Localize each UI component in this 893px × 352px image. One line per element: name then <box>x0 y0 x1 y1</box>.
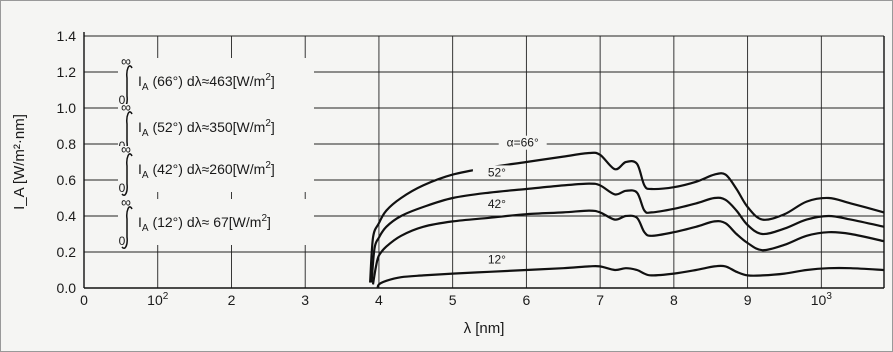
x-tick-label: 9 <box>744 292 752 308</box>
y-axis-label: I_A [W/m²·nm] <box>11 114 28 210</box>
series-label: 52° <box>488 165 506 179</box>
series-label: α=66° <box>507 136 539 150</box>
x-tick-label: 4 <box>375 292 383 308</box>
x-tick-label: 7 <box>596 292 604 308</box>
annotation-bg <box>118 58 314 104</box>
y-tick-label: 1.4 <box>57 28 77 44</box>
series-label: 12° <box>488 253 506 267</box>
series-label-bg <box>472 165 521 180</box>
y-tick-label: 0.4 <box>57 208 77 224</box>
x-tick-label: 5 <box>449 292 457 308</box>
x-tick-label: 2 <box>228 292 236 308</box>
x-axis-label: λ [nm] <box>464 320 505 337</box>
integral-lower-limit: 0 <box>119 93 126 107</box>
y-tick-label: 0.2 <box>57 244 77 260</box>
axes <box>83 32 885 289</box>
integral-expression: IA (12°) dλ≈ 67[W/m2] <box>138 213 271 234</box>
annotation-bg <box>118 146 314 192</box>
series-line <box>370 182 885 283</box>
integral-expression: IA (52°) dλ≈350[W/m2] <box>138 118 275 139</box>
integral-expression: IA (66°) dλ≈463[W/m2] <box>138 72 275 93</box>
annotation-bg <box>118 199 314 245</box>
tick-labels: 0 102 2 3 4 5 6 7 8 9 103 0.0 0.2 0.4 0.6 0.8 1.0 1.2 1.4 λ… <box>11 28 832 337</box>
integral-expression: IA (42°) dλ≈260[W/m2] <box>138 160 275 181</box>
x-tick-label: 6 <box>522 292 530 308</box>
integral-sign-icon <box>121 153 133 196</box>
y-tick-label: 0.8 <box>57 136 77 152</box>
annotation-bg <box>118 104 314 150</box>
x-tick-label: 102 <box>147 291 169 308</box>
series-label-bg <box>472 252 521 267</box>
y-tick-label: 0.6 <box>57 172 77 188</box>
series-line <box>371 209 885 285</box>
integral-upper-limit: ∞ <box>121 141 131 157</box>
curves <box>369 151 885 289</box>
integral-lower-limit: 0 <box>119 181 126 195</box>
y-tick-label: 1.0 <box>57 100 77 116</box>
integral-annotations: ∞0IA (66°) dλ≈463[W/m2]∞0IA (52°) dλ≈350… <box>118 53 314 249</box>
y-tick-label: 0.0 <box>57 280 77 296</box>
series-label-bg <box>472 196 521 211</box>
series-line <box>376 264 885 289</box>
y-tick-label: 1.2 <box>57 64 77 80</box>
x-tick-label: 8 <box>670 292 678 308</box>
x-tick-label: 3 <box>301 292 309 308</box>
series-label-bg <box>498 135 547 150</box>
series-line <box>369 151 885 283</box>
integral-lower-limit: 0 <box>119 234 126 248</box>
integral-upper-limit: ∞ <box>121 194 131 210</box>
series-label: 42° <box>488 197 506 211</box>
x-tick-label: 0 <box>80 292 88 308</box>
integral-upper-limit: ∞ <box>121 53 131 69</box>
integral-sign-icon <box>121 206 133 249</box>
integral-upper-limit: ∞ <box>121 99 131 115</box>
curve-labels: α=66° 52° 42° 12° <box>472 135 547 267</box>
x-tick-label: 103 <box>811 291 833 308</box>
